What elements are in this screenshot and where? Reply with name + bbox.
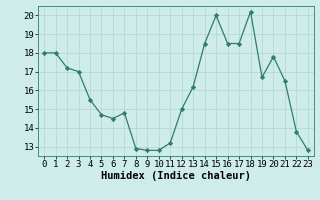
X-axis label: Humidex (Indice chaleur): Humidex (Indice chaleur): [101, 171, 251, 181]
